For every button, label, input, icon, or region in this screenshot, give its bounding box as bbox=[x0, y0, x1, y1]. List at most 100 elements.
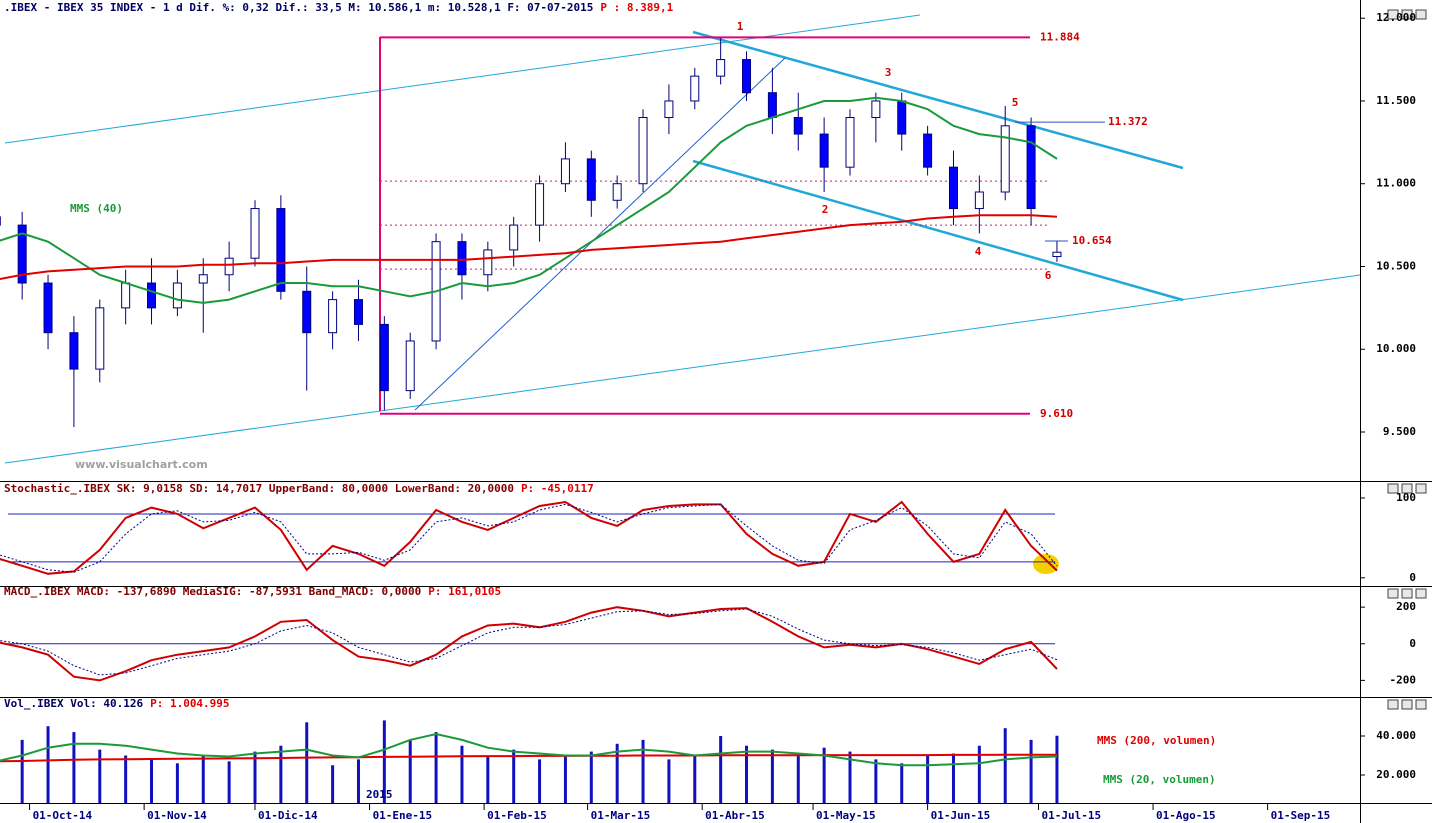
candle-body bbox=[612, 183, 622, 201]
volume-bar bbox=[201, 755, 205, 803]
wave-label: 4 bbox=[975, 245, 982, 258]
window-buttons[interactable] bbox=[1387, 9, 1427, 710]
candle-body bbox=[974, 191, 984, 210]
candle-body bbox=[586, 158, 596, 201]
volume-bar bbox=[693, 755, 697, 803]
y-tick-label: 200 bbox=[1396, 600, 1416, 613]
candle-body bbox=[560, 158, 570, 185]
series-line bbox=[0, 606, 1058, 682]
panel-status: P: 1.004.995 bbox=[150, 697, 229, 710]
volume-bar bbox=[382, 720, 386, 803]
panel-title: .IBEX - IBEX 35 INDEX - 1 d Dif. %: 0,32… bbox=[4, 1, 593, 14]
y-tick-label: 0 bbox=[1409, 637, 1416, 650]
series-line bbox=[0, 96, 1058, 304]
candle-body bbox=[328, 299, 338, 334]
panel-header: Vol_.IBEX Vol: 40.126 P: 1.004.995 bbox=[4, 697, 230, 710]
volume-bar bbox=[538, 759, 542, 803]
y-tick-label: 11.500 bbox=[1376, 94, 1416, 107]
series-line bbox=[0, 503, 1058, 573]
volume-bar bbox=[563, 755, 567, 803]
y-tick-label: 10.000 bbox=[1376, 342, 1416, 355]
volume-bar bbox=[486, 755, 490, 803]
candle-body bbox=[767, 92, 777, 119]
volume-bar bbox=[72, 732, 76, 803]
volume-bar bbox=[1003, 728, 1007, 803]
volume-bar bbox=[253, 751, 257, 803]
candle-body bbox=[353, 299, 363, 325]
candle-body bbox=[1052, 251, 1062, 258]
volume-bar bbox=[1055, 735, 1059, 803]
x-tick-label: 01-Feb-15 bbox=[487, 809, 547, 822]
candle-body bbox=[43, 282, 53, 334]
x-tick-label: 01-Ago-15 bbox=[1156, 809, 1216, 822]
series-label: MMS (40) bbox=[70, 202, 123, 215]
volume-bar bbox=[150, 759, 154, 803]
candle-body bbox=[250, 208, 260, 259]
volume-bar bbox=[305, 722, 309, 803]
volume-bar bbox=[227, 761, 231, 803]
candle-body bbox=[1000, 125, 1010, 193]
wave-label: 3 bbox=[885, 66, 892, 79]
x-tick-label: 01-Mar-15 bbox=[591, 809, 651, 822]
panel-title: Vol_.IBEX Vol: 40.126 bbox=[4, 697, 143, 710]
x-tick-label: 01-Dic-14 bbox=[258, 809, 318, 822]
panel-header: .IBEX - IBEX 35 INDEX - 1 d Dif. %: 0,32… bbox=[4, 1, 674, 14]
x-tick-label: 01-Nov-14 bbox=[147, 809, 207, 822]
candle-body bbox=[276, 208, 286, 292]
y-tick-label: 40.000 bbox=[1376, 729, 1416, 742]
series-line bbox=[0, 753, 1057, 763]
series-line bbox=[0, 500, 1058, 575]
candle-body bbox=[845, 117, 855, 168]
volume-bar bbox=[822, 747, 826, 803]
x-tick-label: 01-Jul-15 bbox=[1041, 809, 1101, 822]
candle-body bbox=[172, 282, 182, 309]
level-label: 10.654 bbox=[1072, 234, 1112, 247]
candle-body bbox=[923, 133, 933, 168]
volume-bar bbox=[512, 749, 516, 803]
volume-bar bbox=[589, 751, 593, 803]
series-label: MMS (20, volumen) bbox=[1103, 773, 1216, 786]
candle-body bbox=[17, 224, 27, 284]
candle-body bbox=[509, 224, 519, 251]
y-tick-label: 100 bbox=[1396, 491, 1416, 504]
volume-bar bbox=[900, 763, 904, 803]
volume-bar bbox=[356, 759, 360, 803]
x-tick-label: 01-Ene-15 bbox=[373, 809, 433, 822]
volume-bar bbox=[124, 755, 128, 803]
y-tick-label: 9.500 bbox=[1383, 425, 1416, 438]
volume-bar bbox=[46, 726, 50, 803]
volume-bar bbox=[279, 745, 283, 803]
series-line bbox=[0, 608, 1058, 676]
y-tick-label: 10.500 bbox=[1376, 259, 1416, 272]
volume-bar bbox=[20, 739, 24, 803]
year-label: 2015 bbox=[366, 788, 393, 801]
panel-status: P: 161,0105 bbox=[428, 585, 501, 598]
volume-bar bbox=[848, 751, 852, 803]
x-tick-label: 01-Sep-15 bbox=[1271, 809, 1331, 822]
volume-bar bbox=[434, 732, 438, 803]
wave-label: 2 bbox=[822, 203, 829, 216]
y-tick-label: 0 bbox=[1409, 571, 1416, 584]
level-label: 11.884 bbox=[1040, 30, 1080, 43]
candle-body bbox=[871, 100, 881, 119]
candle-body bbox=[121, 282, 131, 309]
volume-bar bbox=[745, 745, 749, 803]
panel-title: Stochastic_.IBEX SK: 9,0158 SD: 14,7017 … bbox=[4, 482, 514, 495]
candle-body bbox=[742, 59, 752, 94]
series-label: MMS (200, volumen) bbox=[1097, 734, 1216, 747]
watermark: www.visualchart.com bbox=[75, 458, 208, 471]
series-line bbox=[0, 214, 1058, 281]
volume-bar bbox=[460, 745, 464, 803]
volume-bar bbox=[408, 739, 412, 803]
y-tick-label: 12.000 bbox=[1376, 11, 1416, 24]
panel-header: MACD_.IBEX MACD: -137,6890 MediaSIG: -87… bbox=[4, 585, 501, 598]
volume-bar bbox=[874, 759, 878, 803]
candle-body bbox=[638, 117, 648, 185]
volume-bar bbox=[977, 745, 981, 803]
series-line bbox=[0, 732, 1058, 767]
x-tick-label: 01-Oct-14 bbox=[33, 809, 93, 822]
candle-body bbox=[405, 340, 415, 392]
candle-body bbox=[483, 249, 493, 276]
